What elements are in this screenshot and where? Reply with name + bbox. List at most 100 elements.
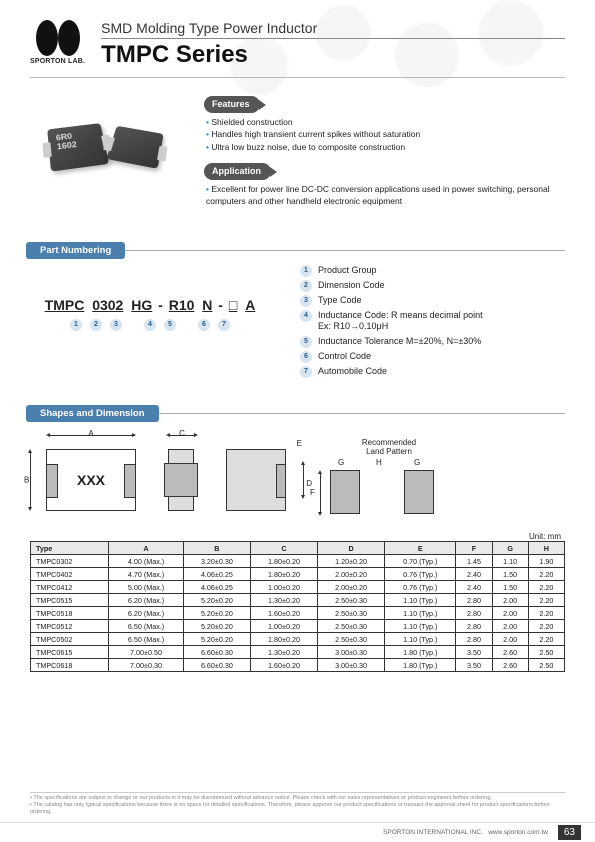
features-tab: Features [204, 96, 260, 113]
feature-item: Ultra low buzz noise, due to composite c… [206, 141, 565, 153]
table-cell: 4.00 (Max.) [109, 555, 184, 568]
table-cell: 2.00 [492, 594, 528, 607]
table-cell: 1.45 [456, 555, 492, 568]
table-cell: 4.06±0.25 [183, 568, 250, 581]
legend-text: Inductance Tolerance M=±20%, N=±30% [318, 336, 565, 348]
legend-index: 4 [300, 310, 312, 322]
table-cell: TMPC0515 [31, 594, 109, 607]
table-header: C [250, 542, 317, 555]
table-row: TMPC04024.70 (Max.)4.06±0.251.80±0.202.0… [31, 568, 565, 581]
table-cell: 6.50 (Max.) [109, 633, 184, 646]
table-cell: 5.20±0.20 [183, 594, 250, 607]
dim-label-d: D [306, 479, 312, 488]
table-cell: 1.10 (Typ.) [385, 620, 456, 633]
table-row: TMPC04125.00 (Max.)4.06±0.251.00±0.202.0… [31, 581, 565, 594]
pn-index: 1 [70, 319, 82, 331]
table-cell: 1.50 [492, 581, 528, 594]
table-cell: 1.60±0.20 [250, 607, 317, 620]
dimension-diagrams: A B XXX C E [30, 428, 565, 528]
table-cell: 5.20±0.20 [183, 607, 250, 620]
table-cell: 0.76 (Typ.) [385, 568, 456, 581]
table-cell: 1.80±0.20 [250, 555, 317, 568]
table-cell: 2.00 [492, 633, 528, 646]
header: SPORTON LAB. SMD Molding Type Power Indu… [0, 0, 595, 77]
table-header: G [492, 542, 528, 555]
dim-label-e: E [297, 439, 302, 448]
sub-title: SMD Molding Type Power Inductor [101, 20, 565, 39]
table-cell: 1.10 (Typ.) [385, 607, 456, 620]
feature-item: Shielded construction [206, 116, 565, 128]
table-cell: 2.50±0.30 [318, 607, 385, 620]
table-cell: 2.50±0.30 [318, 620, 385, 633]
table-row: TMPC03024.00 (Max.)3.20±0.301.80±0.201.2… [31, 555, 565, 568]
pn-index: 7 [218, 319, 230, 331]
legend-index: 7 [300, 366, 312, 378]
pn-index: 3 [110, 319, 122, 331]
legend-index: 1 [300, 265, 312, 277]
table-cell: 2.00±0.20 [318, 568, 385, 581]
legend-text: Inductance Code: R means decimal point E… [318, 310, 565, 333]
table-row: TMPC06187.00±0.306.60±0.301.60±0.203.00±… [31, 659, 565, 672]
table-cell: 1.30±0.20 [250, 594, 317, 607]
table-header: H [528, 542, 564, 555]
table-cell: 5.20±0.20 [183, 633, 250, 646]
dim-label-c: C [179, 429, 185, 438]
table-cell: 2.20 [528, 620, 564, 633]
table-cell: 2.20 [528, 633, 564, 646]
table-cell: 7.00±0.30 [109, 659, 184, 672]
dim-label-f: F [310, 488, 315, 497]
page-number: 63 [558, 825, 581, 840]
logo-icon [36, 20, 80, 56]
table-cell: 1.50 [492, 568, 528, 581]
legend-text: Automobile Code [318, 366, 565, 378]
table-cell: 2.50±0.30 [318, 594, 385, 607]
table-cell: 2.80 [456, 594, 492, 607]
table-cell: TMPC0302 [31, 555, 109, 568]
table-cell: 3.00±0.30 [318, 646, 385, 659]
table-cell: 2.80 [456, 607, 492, 620]
table-cell: 1.10 (Typ.) [385, 594, 456, 607]
table-cell: 1.80±0.20 [250, 568, 317, 581]
table-cell: TMPC0512 [31, 620, 109, 633]
table-row: TMPC06157.00±0.506.60±0.301.30±0.203.00±… [31, 646, 565, 659]
dimension-table: TypeABCDEFGH TMPC03024.00 (Max.)3.20±0.3… [30, 541, 565, 672]
table-row: TMPC05126.50 (Max.)5.20±0.201.00±0.202.5… [31, 620, 565, 633]
table-cell: 2.40 [456, 581, 492, 594]
table-cell: 2.00 [492, 607, 528, 620]
table-cell: 2.80 [456, 620, 492, 633]
table-cell: 2.20 [528, 607, 564, 620]
table-cell: 3.20±0.30 [183, 555, 250, 568]
application-tab: Application [204, 163, 271, 180]
features-list: Shielded constructionHandles high transi… [204, 116, 565, 153]
unit-label: Unit: mm [30, 532, 565, 541]
table-cell: 2.00±0.20 [318, 581, 385, 594]
product-image [30, 96, 180, 196]
table-header: D [318, 542, 385, 555]
table-cell: 2.40 [456, 568, 492, 581]
legend-index: 5 [300, 336, 312, 348]
legend-text: Product Group [318, 265, 565, 277]
legend-index: 6 [300, 351, 312, 363]
table-cell: 6.60±0.30 [183, 646, 250, 659]
table-cell: TMPC0618 [31, 659, 109, 672]
table-cell: 2.60 [492, 659, 528, 672]
legend-text: Control Code [318, 351, 565, 363]
table-row: TMPC05156.20 (Max.)5.20±0.201.30±0.202.5… [31, 594, 565, 607]
table-header: B [183, 542, 250, 555]
table-cell: 2.50 [528, 646, 564, 659]
part-number-indices: 1234567 [30, 319, 270, 331]
table-cell: TMPC0412 [31, 581, 109, 594]
table-cell: 6.20 (Max.) [109, 607, 184, 620]
dim-label-g2: G [414, 458, 420, 467]
table-cell: TMPC0615 [31, 646, 109, 659]
table-header: Type [31, 542, 109, 555]
footer-notes: • The specifications are subject to chan… [30, 792, 565, 816]
part-numbering-tab: Part Numbering [26, 242, 125, 259]
footer-bar: SPORTON INTERNATIONAL INC. www.sporton.c… [0, 822, 595, 842]
table-cell: 1.80 (Typ.) [385, 646, 456, 659]
table-cell: 1.90 [528, 555, 564, 568]
dim-label-b: B [24, 476, 29, 485]
table-cell: TMPC0402 [31, 568, 109, 581]
table-cell: 1.00±0.20 [250, 581, 317, 594]
table-cell: 6.50 (Max.) [109, 620, 184, 633]
